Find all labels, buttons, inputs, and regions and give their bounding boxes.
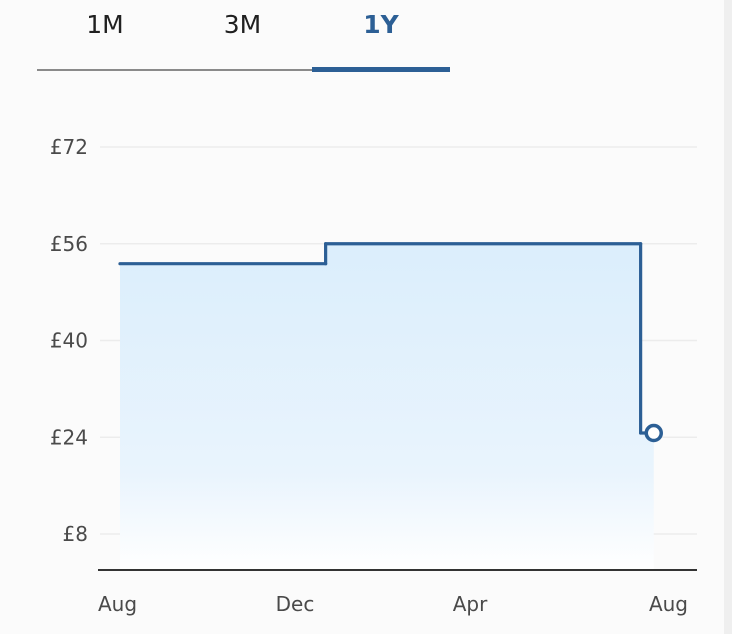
x-tick-label: Aug [649,592,688,616]
tab-1y[interactable]: 1Y [312,0,450,74]
tab-1y-underline [312,67,450,72]
right-edge-strip [724,0,732,634]
x-tick-label: Aug [98,592,137,616]
tab-1y-label: 1Y [363,10,399,39]
y-tick-label: £56 [50,232,88,256]
y-tick-label: £40 [50,329,88,353]
tab-1m-underline [37,69,173,71]
tab-1m[interactable]: 1M [37,0,173,74]
price-area-fill [120,243,654,570]
tab-3m-underline [173,69,312,71]
x-axis-ticks: Aug Dec Apr Aug [98,592,688,616]
y-tick-label: £8 [63,522,88,546]
tab-3m[interactable]: 3M [173,0,312,74]
current-price-marker[interactable] [644,423,663,443]
y-tick-label: £24 [50,425,88,449]
tab-3m-label: 3M [223,10,262,39]
tab-1m-label: 1M [86,10,124,39]
range-tabs: 1M 3M 1Y [37,0,450,74]
x-tick-label: Apr [453,592,488,616]
x-tick-label: Dec [276,592,315,616]
y-axis-ticks: £8 £24 £40 £56 £72 [50,135,88,546]
y-tick-label: £72 [50,135,88,159]
